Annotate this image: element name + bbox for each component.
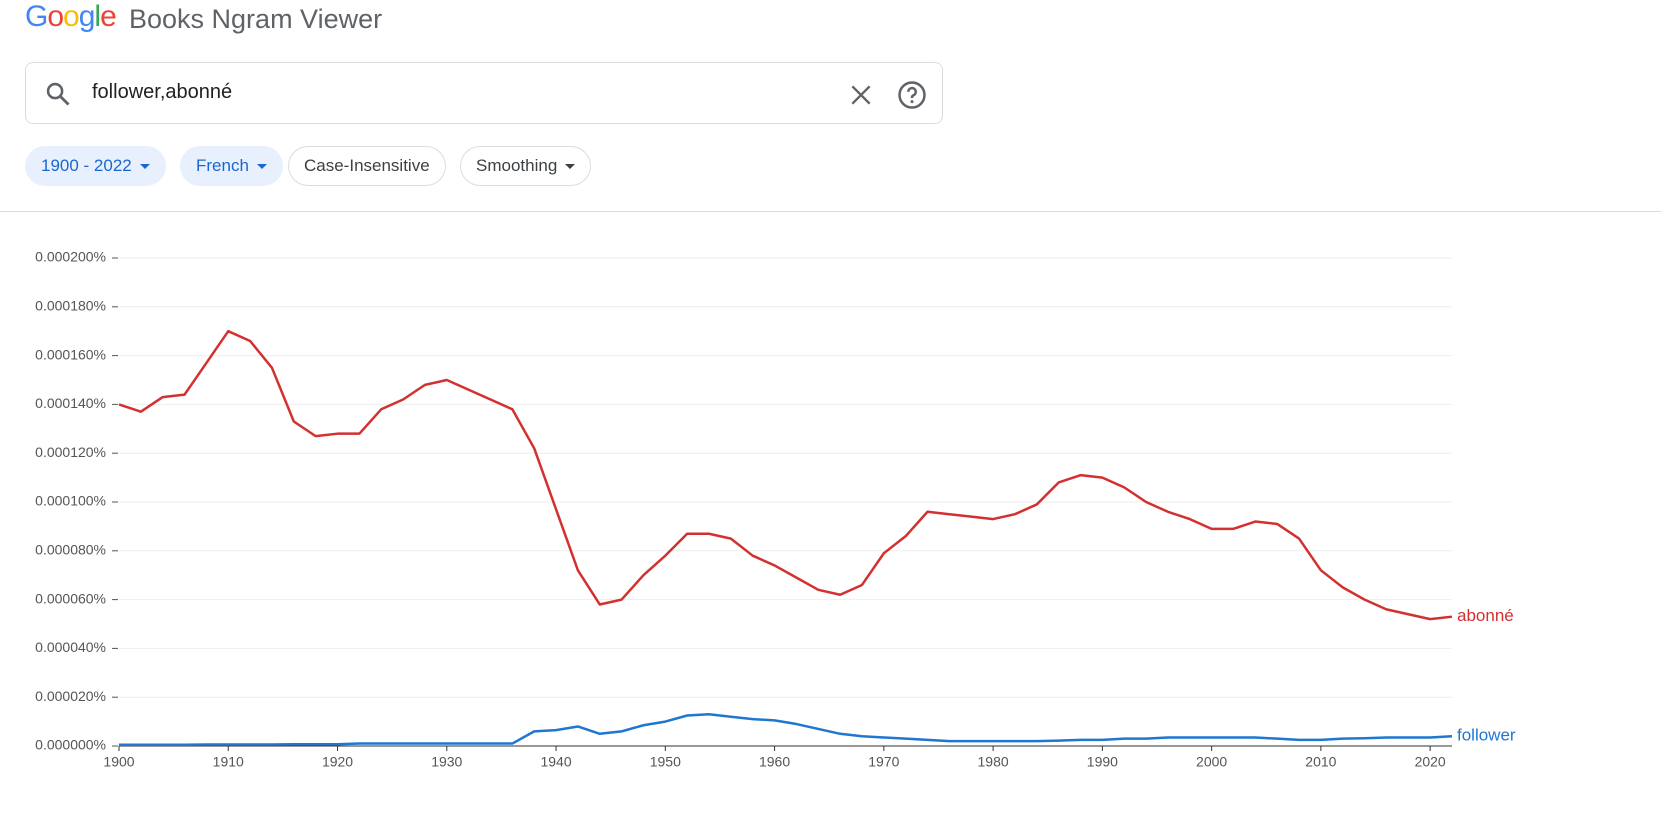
series-label[interactable]: follower xyxy=(1457,726,1516,745)
smoothing-chip[interactable]: Smoothing xyxy=(460,146,592,186)
google-logo[interactable]: Google xyxy=(25,0,117,33)
x-tick-label: 1950 xyxy=(650,754,681,770)
help-icon[interactable] xyxy=(897,80,927,110)
case-chip[interactable]: Case-Insensitive xyxy=(288,146,446,186)
series-line xyxy=(118,329,1453,621)
y-tick-label: 0.000080% xyxy=(35,542,106,558)
y-tick-label: 0.000160% xyxy=(35,346,106,362)
x-tick-label: 1930 xyxy=(431,754,462,770)
x-tick-label: 1960 xyxy=(759,754,790,770)
app-title: Books Ngram Viewer xyxy=(129,4,383,34)
y-tick-label: 0.000100% xyxy=(35,493,106,509)
chip-label: Smoothing xyxy=(476,156,558,175)
chip-label: Case-Insensitive xyxy=(304,156,430,175)
search-query[interactable]: follower,abonné xyxy=(92,81,233,103)
x-tick-label: 2000 xyxy=(1196,754,1227,770)
chip-label: 1900 - 2022 xyxy=(41,156,132,175)
y-tick-label: 0.000020% xyxy=(35,688,106,704)
y-tick-label: 0.000000% xyxy=(35,737,106,753)
divider xyxy=(0,211,1661,212)
x-tick-label: 1900 xyxy=(103,754,134,770)
x-tick-label: 1970 xyxy=(868,754,899,770)
x-tick-label: 1990 xyxy=(1087,754,1118,770)
clear-icon[interactable] xyxy=(848,82,874,108)
y-tick-label: 0.000040% xyxy=(35,639,106,655)
search-icon[interactable] xyxy=(44,80,72,108)
corpus-chip[interactable]: French xyxy=(180,146,283,186)
chip-label: French xyxy=(196,156,249,175)
y-tick-label: 0.000060% xyxy=(35,590,106,606)
y-tick-label: 0.000140% xyxy=(35,395,106,411)
x-tick-label: 1940 xyxy=(540,754,571,770)
search-box[interactable] xyxy=(25,62,943,124)
x-tick-label: 2010 xyxy=(1305,754,1336,770)
year-range-chip[interactable]: 1900 - 2022 xyxy=(25,146,166,186)
x-tick-label: 1920 xyxy=(322,754,353,770)
series-line xyxy=(119,713,1453,747)
x-tick-label: 2020 xyxy=(1415,754,1446,770)
y-tick-label: 0.000200% xyxy=(35,249,106,265)
y-tick-label: 0.000180% xyxy=(35,298,106,314)
x-tick-label: 1910 xyxy=(213,754,244,770)
series-label[interactable]: abonné xyxy=(1457,606,1514,625)
y-tick-label: 0.000120% xyxy=(35,444,106,460)
x-tick-label: 1980 xyxy=(978,754,1009,770)
